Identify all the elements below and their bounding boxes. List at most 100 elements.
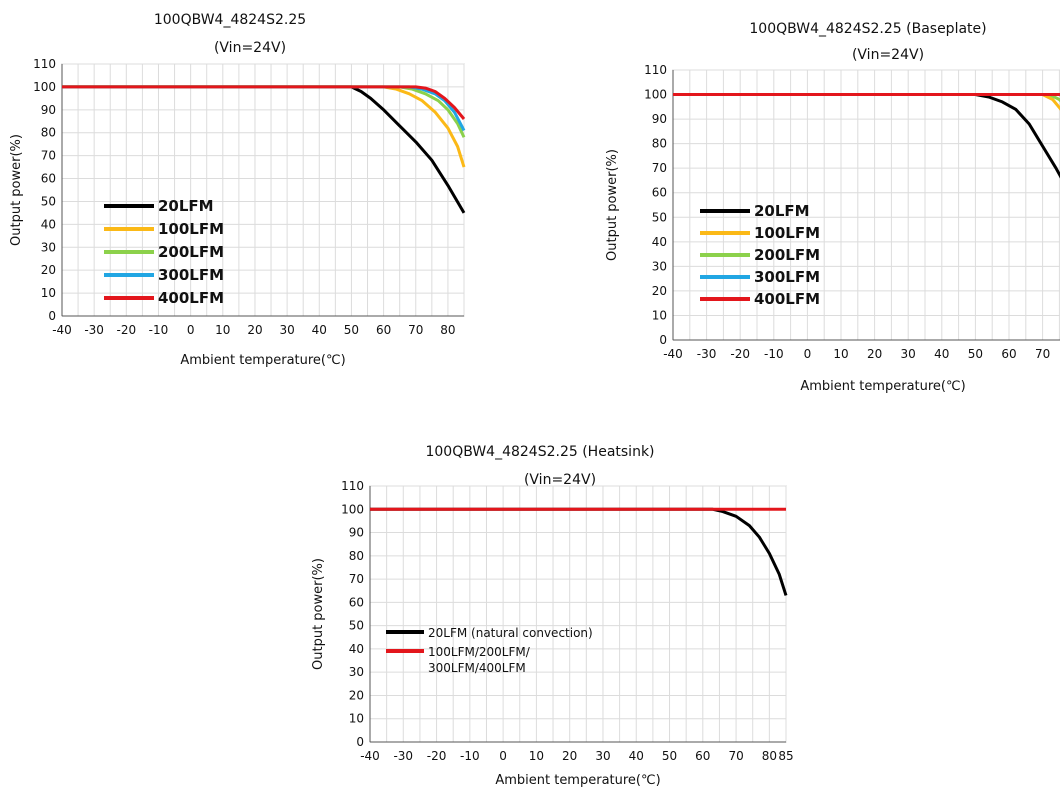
y-tick-label: 40 <box>349 642 364 656</box>
derating-chart: 100QBW4_4824S2.25 (Vin=24V) 0 10 20 30 40 50 60 7… <box>9 12 466 368</box>
y-tick-label: 10 <box>652 308 667 322</box>
x-axis-label: Ambient temperature(℃) <box>800 379 965 394</box>
x-tick-label: 20 <box>562 749 577 763</box>
x-tick-label: 30 <box>595 749 610 763</box>
chart-subtitle: (Vin=24V) <box>852 47 924 63</box>
legend-label: 20LFM <box>158 197 214 215</box>
y-tick-label: 60 <box>41 172 56 186</box>
y-tick-label: 0 <box>356 735 364 749</box>
plot-area <box>369 485 787 743</box>
x-tick-label: 50 <box>662 749 677 763</box>
x-tick-label: 60 <box>376 323 391 337</box>
y-tick-label: 10 <box>41 286 56 300</box>
x-tick-label: 60 <box>1001 347 1016 361</box>
legend-label: 100LFM <box>754 224 820 242</box>
chart-title: 100QBW4_4824S2.25 <box>154 12 306 28</box>
y-tick-label: 70 <box>41 149 56 163</box>
legend-label: 100LFM/200LFM/ <box>428 645 531 659</box>
series-line <box>673 93 1060 179</box>
x-tick-label: -30 <box>84 323 104 337</box>
x-tick-label: -20 <box>730 347 750 361</box>
chart-subtitle: (Vin=24V) <box>214 40 286 56</box>
x-tick-label: 10 <box>529 749 544 763</box>
y-tick-label: 50 <box>349 619 364 633</box>
x-tick-label: 50 <box>968 347 983 361</box>
x-tick-label: 70 <box>1035 347 1050 361</box>
legend-label: 300LFM <box>754 268 820 286</box>
y-axis-label: Output power(%) <box>605 149 620 261</box>
x-tick-label: 10 <box>833 347 848 361</box>
x-tick-label: 85 <box>778 749 793 763</box>
plot-area <box>61 63 465 317</box>
x-tick-label: 0 <box>187 323 195 337</box>
legend-label: 400LFM <box>754 290 820 308</box>
x-tick-label: 80 <box>440 323 455 337</box>
x-tick-label: -40 <box>360 749 380 763</box>
x-tick-label: 20 <box>867 347 882 361</box>
chart-title: 100QBW4_4824S2.25 (Baseplate) <box>749 21 986 37</box>
x-tick-label: 30 <box>279 323 294 337</box>
legend-label: 20LFM (natural convection) <box>428 626 593 640</box>
y-tick-label: 40 <box>41 217 56 231</box>
x-tick-label: -30 <box>697 347 717 361</box>
y-tick-label: 10 <box>349 712 364 726</box>
legend-label: 20LFM <box>754 202 810 220</box>
y-tick-label: 110 <box>341 479 364 493</box>
x-tick-label: 30 <box>901 347 916 361</box>
x-tick-label: 50 <box>344 323 359 337</box>
y-tick-label: 0 <box>659 333 667 347</box>
legend-label: 200LFM <box>754 246 820 264</box>
y-tick-label: 30 <box>652 259 667 273</box>
baseplate-derating-chart: 100QBW4_4824S2.25 (Baseplate) (Vin=24V) 0 1… <box>605 21 1060 394</box>
x-tick-label: 70 <box>408 323 423 337</box>
x-axis-label: Ambient temperature(℃) <box>180 353 345 368</box>
x-tick-label: 10 <box>215 323 230 337</box>
y-axis-label: Output power(%) <box>9 134 24 246</box>
y-tick-label: 90 <box>349 526 364 540</box>
x-tick-label: -20 <box>117 323 137 337</box>
y-tick-label: 100 <box>644 88 667 102</box>
y-tick-label: 50 <box>41 194 56 208</box>
y-tick-label: 110 <box>644 63 667 77</box>
y-tick-label: 100 <box>33 80 56 94</box>
chart-title: 100QBW4_4824S2.25 (Heatsink) <box>425 444 654 460</box>
x-tick-label: 0 <box>499 749 507 763</box>
y-tick-label: 80 <box>652 137 667 151</box>
x-tick-label: 40 <box>934 347 949 361</box>
y-tick-label: 90 <box>41 103 56 117</box>
y-tick-label: 20 <box>652 284 667 298</box>
x-tick-label: -30 <box>393 749 413 763</box>
y-tick-label: 60 <box>349 595 364 609</box>
y-tick-label: 90 <box>652 112 667 126</box>
y-tick-label: 30 <box>349 665 364 679</box>
legend-label: 300LFM <box>158 266 224 284</box>
y-tick-label: 70 <box>349 572 364 586</box>
y-axis-label: Output power(%) <box>311 558 326 670</box>
y-tick-label: 80 <box>349 549 364 563</box>
x-tick-label: 80 <box>762 749 777 763</box>
y-tick-label: 30 <box>41 240 56 254</box>
x-tick-label: 40 <box>629 749 644 763</box>
y-tick-label: 100 <box>341 502 364 516</box>
y-tick-label: 60 <box>652 186 667 200</box>
series-line <box>62 85 466 120</box>
legend-label: 300LFM/400LFM <box>428 661 526 675</box>
y-tick-label: 20 <box>349 688 364 702</box>
x-tick-label: -10 <box>764 347 784 361</box>
x-tick-label: 70 <box>728 749 743 763</box>
x-axis-label: Ambient temperature(℃) <box>495 773 660 788</box>
x-tick-label: -10 <box>460 749 480 763</box>
x-tick-label: 40 <box>312 323 327 337</box>
y-tick-label: 0 <box>48 309 56 323</box>
plot-area <box>672 69 1060 341</box>
x-tick-label: 60 <box>695 749 710 763</box>
y-tick-label: 70 <box>652 161 667 175</box>
series-line <box>62 85 466 214</box>
legend-label: 400LFM <box>158 289 224 307</box>
y-tick-label: 80 <box>41 126 56 140</box>
legend-label: 200LFM <box>158 243 224 261</box>
x-tick-label: -10 <box>149 323 169 337</box>
x-tick-label: -40 <box>52 323 72 337</box>
x-tick-label: -40 <box>663 347 683 361</box>
chart-subtitle: (Vin=24V) <box>524 472 596 488</box>
